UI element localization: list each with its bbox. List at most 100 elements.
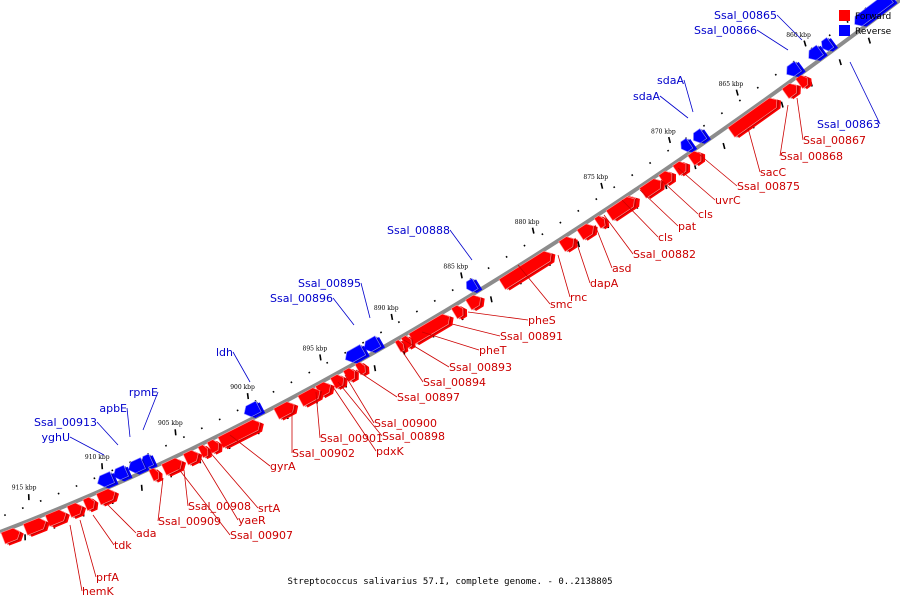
tick-label: 875 kbp (583, 174, 608, 181)
tick-dot (379, 331, 383, 334)
gene-label: Ssal_00895 (298, 277, 361, 290)
leader-line (232, 351, 251, 383)
reverse-gene (112, 464, 133, 482)
leader-line (177, 467, 231, 536)
tick-dot (631, 173, 634, 177)
gene-label: sacC (760, 166, 787, 179)
legend: Forward Reverse (839, 10, 892, 37)
tick-dash (577, 241, 581, 248)
tick-dot (164, 444, 168, 447)
major-tick (667, 136, 672, 144)
gene-label: pdxK (376, 445, 404, 458)
tick-dot (111, 469, 114, 472)
gene-label: Ssal_00893 (449, 361, 512, 374)
gene-label: Ssal_00888 (387, 224, 450, 237)
leader-line (574, 237, 591, 284)
leader-line (332, 297, 355, 326)
leader-line (142, 391, 159, 431)
forward-gene (727, 97, 782, 139)
genome-backbone (0, 0, 900, 534)
leader-line (779, 104, 789, 157)
tick-dot (57, 492, 60, 495)
leader-line (96, 421, 119, 446)
leader-line (337, 381, 383, 437)
leader-line (603, 214, 634, 255)
tick-dash (24, 534, 26, 541)
leader-line (360, 282, 371, 319)
leader-line (229, 434, 271, 467)
forward-gene (354, 361, 370, 377)
major-tick (735, 89, 739, 96)
gene-labels: Ssal_00867Ssal_00868sacCSsal_00875uvrCcl… (34, 9, 880, 598)
tick-dot (236, 409, 239, 412)
gene-label: Ssal_00868 (780, 150, 843, 163)
leader-line (332, 386, 377, 452)
reverse-gene (466, 277, 483, 294)
reverse-gene (786, 60, 806, 77)
tick-dot (595, 197, 598, 201)
gene-label: cls (658, 231, 673, 244)
leader-line (659, 95, 689, 119)
gene-label: gyrA (270, 460, 296, 473)
gene-label: Ssal_00865 (714, 9, 777, 22)
gene-label: Ssal_00897 (397, 391, 460, 404)
gene-label: Ssal_00863 (817, 118, 880, 131)
gene-label: uvrC (715, 194, 741, 207)
forward-gene (558, 236, 578, 253)
forward-gene (206, 439, 223, 455)
major-tick (531, 227, 535, 234)
major-tick (174, 429, 177, 436)
leader-line (660, 179, 699, 215)
tick-dot (344, 351, 347, 354)
gene-label: pheT (479, 344, 507, 357)
gene-label: Ssal_00882 (633, 248, 696, 261)
tick-dot (397, 321, 400, 324)
leader-line (594, 224, 613, 269)
reverse-gene (680, 137, 698, 153)
gene-label: pheS (528, 314, 556, 327)
leader-line (451, 323, 501, 337)
tick-dot (308, 371, 311, 374)
tick-labels: 860 kbp 865 kbp 870 kbp 875 kbp 880 kbp 885 k… (12, 32, 811, 501)
tick-dot (218, 418, 221, 421)
gene-label: Ssal_00909 (158, 515, 221, 528)
leader-line (747, 127, 761, 173)
tick-label: 900 kbp (230, 384, 255, 391)
gene-label: smc (550, 298, 573, 311)
gene-label: srtA (258, 502, 281, 515)
major-tick (803, 40, 807, 47)
tick-dot (290, 381, 293, 384)
tick-dot (505, 255, 508, 259)
gene-label: Ssal_00867 (803, 134, 866, 147)
tick-dash (867, 37, 872, 44)
tick-dot (720, 112, 724, 115)
tick-label: 860 kbp (786, 32, 811, 39)
tick-dot (559, 221, 562, 224)
tick-dot (451, 289, 454, 292)
leader-line (621, 199, 659, 238)
gene-label: Ssal_00891 (500, 330, 563, 343)
gene-label: Ssal_00913 (34, 416, 97, 429)
leader-line (776, 14, 803, 41)
tick-dot (828, 34, 831, 37)
leader-line (517, 264, 551, 305)
tick-dot (487, 266, 490, 270)
major-tick (101, 463, 104, 470)
gene-label: rnc (570, 291, 587, 304)
leader-line (639, 189, 679, 227)
tick-dash (373, 365, 377, 372)
forward-gene (795, 74, 813, 90)
tick-label: 865 kbp (719, 81, 744, 88)
forward-gene (465, 294, 485, 312)
tick-dot (577, 209, 580, 213)
tick-dash (780, 101, 784, 108)
gene-features (0, 0, 898, 546)
tick-dot (182, 436, 185, 439)
leader-line (207, 449, 259, 509)
forward-gene (658, 170, 677, 187)
reverse-gene (854, 0, 898, 27)
gene-label: Ssal_00908 (188, 500, 251, 513)
gene-label: hemK (82, 585, 114, 598)
forward-gene (781, 83, 801, 100)
gene-label: rpmE (129, 386, 158, 399)
